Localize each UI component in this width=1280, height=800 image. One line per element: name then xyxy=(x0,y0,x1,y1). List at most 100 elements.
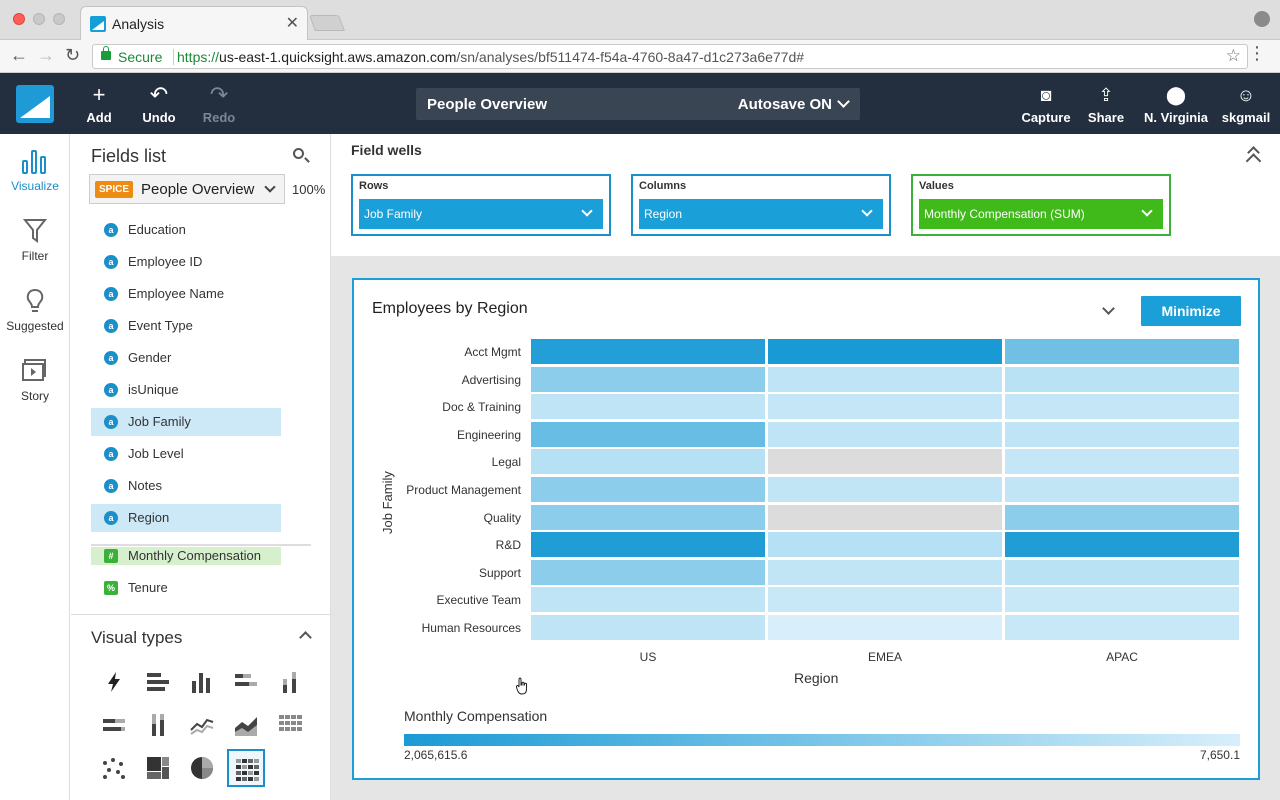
field-item[interactable]: a Job Level xyxy=(91,440,281,468)
quicksight-logo-icon[interactable] xyxy=(16,85,54,123)
heatmap-cell[interactable] xyxy=(531,449,765,475)
heatmap-cell[interactable] xyxy=(1005,449,1239,475)
heatmap-cell[interactable] xyxy=(1005,504,1239,530)
share-button[interactable]: ⇪ Share xyxy=(1076,73,1136,134)
url-field[interactable]: Secure https://us-east-1.quicksight.aws.… xyxy=(92,44,1248,69)
heatmap-cell[interactable] xyxy=(531,366,765,392)
heatmap-cell[interactable] xyxy=(768,394,1002,420)
heatmap-cell[interactable] xyxy=(768,504,1002,530)
heatmap-cell[interactable] xyxy=(1005,559,1239,585)
heatmap-cell[interactable] xyxy=(768,421,1002,447)
region-button[interactable]: ⬤ N. Virginia xyxy=(1140,73,1212,134)
vt-stacked-horizontal-bar[interactable] xyxy=(227,663,265,701)
rows-field-pill[interactable]: Job Family xyxy=(359,199,603,229)
undo-button[interactable]: ↶ Undo xyxy=(129,73,189,134)
heatmap-cell[interactable] xyxy=(1005,532,1239,558)
chevron-down-icon[interactable] xyxy=(837,95,850,108)
window-close-button[interactable] xyxy=(13,13,25,25)
field-item[interactable]: a Gender xyxy=(91,344,281,372)
add-button[interactable]: + Add xyxy=(69,73,129,134)
field-list-resize-handle[interactable] xyxy=(91,544,311,546)
capture-button[interactable]: ◙ Capture xyxy=(1016,73,1076,134)
new-tab-button[interactable] xyxy=(309,15,345,31)
field-item[interactable]: a Education xyxy=(91,216,281,244)
vt-area-line[interactable] xyxy=(227,706,265,744)
vt-horizontal-bar[interactable] xyxy=(139,663,177,701)
visual-menu-chevron-icon[interactable] xyxy=(1102,302,1115,315)
heatmap-cell[interactable] xyxy=(531,559,765,585)
field-item[interactable]: a Employee ID xyxy=(91,248,281,276)
field-item[interactable]: a Notes xyxy=(91,472,281,500)
field-item[interactable]: a Event Type xyxy=(91,312,281,340)
field-item[interactable]: a Job Family xyxy=(91,408,281,436)
heatmap-cell[interactable] xyxy=(1005,615,1239,640)
heatmap-cell[interactable] xyxy=(768,339,1002,364)
field-item[interactable]: a Employee Name xyxy=(91,280,281,308)
nav-filter[interactable]: Filter xyxy=(0,218,70,263)
field-item[interactable]: # Monthly Compensation xyxy=(91,547,281,565)
vt-autograph[interactable] xyxy=(95,663,133,701)
redo-button[interactable]: ↷ Redo xyxy=(189,73,249,134)
heatmap-cell[interactable] xyxy=(768,587,1002,613)
heatmap-cell[interactable] xyxy=(531,394,765,420)
search-icon[interactable] xyxy=(293,148,304,159)
heatmap-visual[interactable]: Employees by Region Minimize Job Family … xyxy=(352,278,1260,780)
heatmap-cell[interactable] xyxy=(768,449,1002,475)
heatmap-cell[interactable] xyxy=(531,504,765,530)
heatmap-cell[interactable] xyxy=(768,615,1002,640)
back-arrow-icon[interactable]: ← xyxy=(10,45,28,65)
dataset-select[interactable]: SPICE People Overview xyxy=(89,174,285,204)
user-menu-button[interactable]: ☺ skgmail xyxy=(1216,73,1276,134)
vt-vertical-bar[interactable] xyxy=(183,663,221,701)
chevron-down-icon[interactable] xyxy=(861,205,873,217)
heatmap-cell[interactable] xyxy=(1005,587,1239,613)
collapse-field-wells-icon[interactable] xyxy=(1247,146,1260,159)
heatmap-cell[interactable] xyxy=(1005,339,1239,364)
browser-tab-analysis[interactable]: Analysis ✕ xyxy=(80,6,308,40)
vt-pivot-table[interactable] xyxy=(271,706,309,744)
vt-horizontal-100-bar[interactable] xyxy=(95,706,133,744)
heatmap-cell[interactable] xyxy=(768,559,1002,585)
vt-scatter[interactable] xyxy=(95,749,133,787)
nav-suggested[interactable]: Suggested xyxy=(0,288,70,333)
collapse-icon[interactable] xyxy=(299,631,312,644)
heatmap-cell[interactable] xyxy=(531,421,765,447)
window-minimize-button[interactable] xyxy=(33,13,45,25)
nav-story[interactable]: Story xyxy=(0,358,70,403)
analysis-title[interactable]: People Overview xyxy=(427,96,548,113)
forward-arrow-icon[interactable]: → xyxy=(37,45,55,65)
field-item[interactable]: % Tenure xyxy=(91,574,281,602)
chevron-down-icon[interactable] xyxy=(1141,205,1153,217)
minimize-button[interactable]: Minimize xyxy=(1141,296,1241,326)
tab-close-icon[interactable]: ✕ xyxy=(285,15,299,32)
browser-menu-icon[interactable]: ⋮ xyxy=(1248,43,1266,63)
values-well[interactable]: Values Monthly Compensation (SUM) xyxy=(911,174,1171,236)
field-item[interactable]: a isUnique xyxy=(91,376,281,404)
vt-heat-map[interactable] xyxy=(227,749,265,787)
heatmap-cell[interactable] xyxy=(531,339,765,364)
analysis-name-bar[interactable]: People Overview Autosave ON xyxy=(416,88,860,120)
vt-line[interactable] xyxy=(183,706,221,744)
heatmap-cell[interactable] xyxy=(531,532,765,558)
heatmap-cell[interactable] xyxy=(1005,394,1239,420)
vt-tree-map[interactable] xyxy=(139,749,177,787)
reload-icon[interactable]: ↻ xyxy=(65,45,81,65)
values-field-pill[interactable]: Monthly Compensation (SUM) xyxy=(919,199,1163,229)
heatmap-cell[interactable] xyxy=(768,532,1002,558)
heatmap-cell[interactable] xyxy=(1005,477,1239,502)
heatmap-cell[interactable] xyxy=(1005,421,1239,447)
field-item[interactable]: a Region xyxy=(91,504,281,532)
bookmark-star-icon[interactable]: ☆ xyxy=(1225,46,1241,65)
columns-well[interactable]: Columns Region xyxy=(631,174,891,236)
vt-vertical-100-bar[interactable] xyxy=(139,706,177,744)
heatmap-cell[interactable] xyxy=(768,477,1002,502)
vt-pie[interactable] xyxy=(183,749,221,787)
heatmap-cell[interactable] xyxy=(531,477,765,502)
browser-profile-icon[interactable] xyxy=(1254,11,1270,27)
vt-stacked-vertical-bar[interactable] xyxy=(271,663,309,701)
chevron-down-icon[interactable] xyxy=(581,205,593,217)
columns-field-pill[interactable]: Region xyxy=(639,199,883,229)
window-zoom-button[interactable] xyxy=(53,13,65,25)
nav-visualize[interactable]: Visualize xyxy=(0,148,70,193)
heatmap-cell[interactable] xyxy=(768,366,1002,392)
